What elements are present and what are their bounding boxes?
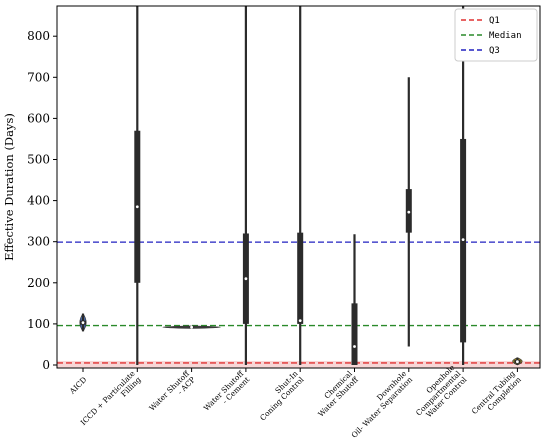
violin-group bbox=[297, 6, 304, 365]
legend-label: Q3 bbox=[489, 46, 500, 56]
violin-group bbox=[460, 6, 467, 365]
legend-label: Q1 bbox=[489, 16, 500, 26]
violin-median-dot bbox=[407, 210, 411, 214]
y-tick-label: 0 bbox=[42, 358, 50, 372]
violin-group bbox=[512, 357, 523, 366]
x-tick-label-line: Oil- Water Separation bbox=[350, 375, 415, 440]
legend-label: Median bbox=[489, 31, 522, 41]
violin-median-dot bbox=[516, 360, 519, 364]
y-tick-label: 600 bbox=[27, 111, 50, 125]
y-tick-label: 800 bbox=[27, 29, 50, 43]
x-tick-label: OpenholeCompartmentalWater Control bbox=[408, 363, 469, 424]
violin-group bbox=[351, 234, 358, 365]
violin-iqr-box bbox=[351, 303, 358, 365]
violin-iqr-box bbox=[297, 232, 304, 324]
x-tick-label-line: AICD bbox=[67, 375, 88, 396]
violin-median-dot bbox=[298, 319, 302, 323]
plot-area bbox=[57, 360, 540, 368]
violin-median-dot bbox=[190, 325, 194, 329]
x-tick-label: AICD bbox=[67, 375, 88, 396]
x-tick-label: ICCD + ParticulateFilling bbox=[79, 369, 143, 433]
violin-median-dot bbox=[135, 205, 139, 209]
violin-group bbox=[134, 6, 141, 365]
x-tick-label: ChemicalWater Shutoff bbox=[310, 369, 360, 419]
x-tick-label: Shut-InConing Control bbox=[252, 369, 306, 423]
violin-group bbox=[405, 77, 412, 347]
y-axis-label: Effective Duration (Days) bbox=[2, 113, 16, 261]
violin-group bbox=[79, 313, 87, 332]
violin-group bbox=[242, 6, 249, 365]
y-tick-label: 500 bbox=[27, 153, 50, 167]
axes-frame bbox=[56, 5, 541, 369]
x-tick-label-line: ICCD + Particulate bbox=[79, 369, 137, 427]
violin-median-dot bbox=[461, 238, 465, 242]
x-tick-label: Central TubingCompletion bbox=[470, 369, 523, 422]
violin-median-dot bbox=[81, 321, 85, 325]
violin-group bbox=[162, 325, 221, 329]
y-tick-label: 200 bbox=[27, 276, 50, 290]
y-tick-label: 300 bbox=[27, 235, 50, 249]
y-tick-label: 700 bbox=[27, 70, 50, 84]
legend-box bbox=[454, 8, 538, 62]
y-tick-label: 100 bbox=[27, 317, 50, 331]
legend: Q1 Median Q3 bbox=[454, 8, 538, 62]
violins bbox=[79, 6, 523, 366]
y-tick-label: 400 bbox=[27, 194, 50, 208]
x-tick-label: Water Shutoff- ACP bbox=[147, 369, 197, 419]
q1-band bbox=[57, 360, 540, 368]
x-tick-label: Water Shutoff- Cement bbox=[202, 369, 252, 419]
violin-median-dot bbox=[353, 345, 356, 348]
violin-median-dot bbox=[244, 277, 248, 281]
